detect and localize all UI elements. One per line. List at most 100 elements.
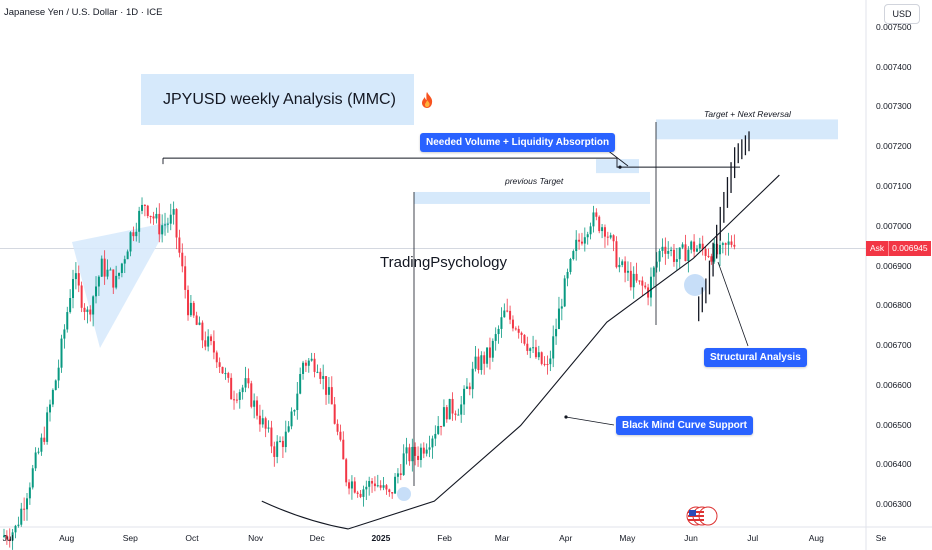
candle-body	[595, 212, 598, 217]
candle-body	[546, 364, 549, 366]
candle-body	[575, 239, 578, 252]
candle-body	[442, 407, 445, 427]
candle-body	[287, 426, 290, 432]
structure-highlight-marker	[684, 274, 706, 296]
analysis-title: JPYUSD weekly Analysis (MMC)	[163, 90, 396, 108]
structural-analysis-callout: Structural Analysis	[704, 348, 807, 367]
candle-body	[207, 336, 210, 347]
candle-body	[440, 426, 443, 428]
candle-body	[563, 278, 566, 307]
target-next-reversal-label: Target + Next Reversal	[704, 109, 791, 119]
candle-body	[63, 329, 66, 339]
candle-body	[506, 310, 509, 312]
candle-body	[408, 447, 411, 462]
candle-body	[3, 535, 5, 537]
time-tick-label: Se	[875, 533, 887, 543]
candle-body	[293, 410, 296, 412]
candle-body	[164, 224, 167, 226]
candle-body	[557, 308, 560, 330]
candle-body	[721, 243, 724, 245]
candle-body	[434, 433, 437, 439]
candle-body	[11, 532, 14, 541]
candle-body	[100, 258, 103, 277]
candle-body	[566, 271, 569, 279]
candle-body	[325, 376, 328, 395]
ask-value: 0.006945	[888, 241, 931, 256]
candle-body	[670, 249, 673, 251]
candle-body	[718, 244, 721, 255]
candle-body	[204, 340, 207, 347]
candle-body	[698, 243, 701, 249]
candle-body	[733, 244, 736, 247]
liquidity-level-line	[163, 157, 740, 168]
candle-body	[241, 387, 244, 393]
candle-body	[359, 493, 362, 497]
candle-body	[235, 399, 238, 401]
candle-body	[120, 263, 123, 274]
candle-body	[270, 427, 273, 447]
candle-body	[141, 204, 144, 211]
price-tick-label: 0.006500	[876, 419, 912, 430]
candle-body	[218, 362, 221, 367]
candle-body	[256, 400, 259, 416]
previous-target-label: previous Target	[505, 176, 564, 186]
price-tick-label: 0.006900	[876, 260, 912, 271]
candle-body	[138, 210, 141, 232]
candle-body	[169, 214, 172, 224]
candle-body	[195, 315, 198, 325]
candle-body	[488, 347, 491, 358]
candle-body	[411, 446, 414, 462]
time-tick-label: Aug	[808, 533, 824, 543]
candle-body	[376, 485, 379, 487]
us-flag-icon	[686, 506, 718, 526]
candle-body	[532, 347, 535, 349]
currency-button[interactable]: USD	[884, 4, 920, 24]
candle-body	[693, 241, 696, 252]
candle-body	[373, 483, 376, 487]
fire-icon	[422, 92, 433, 108]
candle-body	[707, 255, 710, 257]
curve-anchor-dot	[564, 415, 568, 419]
candle-body	[112, 269, 115, 288]
candle-body	[635, 273, 638, 281]
candle-body	[704, 248, 707, 256]
candle-body	[296, 393, 299, 411]
ask-label: Ask	[866, 241, 889, 256]
candle-body	[247, 378, 250, 384]
candle-body	[675, 259, 678, 262]
candle-body	[267, 427, 270, 429]
candle-body	[503, 310, 506, 318]
candle-body	[647, 287, 650, 298]
candle-body	[589, 226, 592, 235]
candle-body	[517, 328, 520, 333]
candle-body	[667, 250, 670, 254]
candle-body	[152, 216, 155, 219]
candle-body	[402, 453, 405, 475]
candle-body	[629, 270, 632, 288]
candle-body	[132, 232, 135, 237]
price-tick-label: 0.007400	[876, 61, 912, 72]
candle-body	[422, 447, 425, 454]
candle-body	[624, 261, 627, 273]
candle-body	[523, 334, 526, 344]
candle-body	[161, 225, 164, 235]
candle-body	[661, 246, 664, 251]
candle-body	[684, 244, 687, 262]
candle-body	[333, 404, 336, 424]
candle-body	[382, 485, 385, 488]
candle-body	[425, 449, 428, 454]
trading-psychology-text: TradingPsychology	[380, 254, 508, 271]
candle-body	[31, 468, 34, 488]
candle-body	[713, 243, 716, 262]
candle-body	[632, 273, 635, 288]
candle-body	[638, 280, 641, 282]
candle-body	[695, 248, 698, 252]
candle-body	[74, 273, 77, 280]
candle-body	[339, 431, 342, 440]
candle-body	[135, 231, 138, 237]
candle-body	[578, 239, 581, 242]
candle-body	[106, 269, 109, 277]
candle-body	[51, 389, 54, 405]
candle-body	[189, 302, 192, 316]
